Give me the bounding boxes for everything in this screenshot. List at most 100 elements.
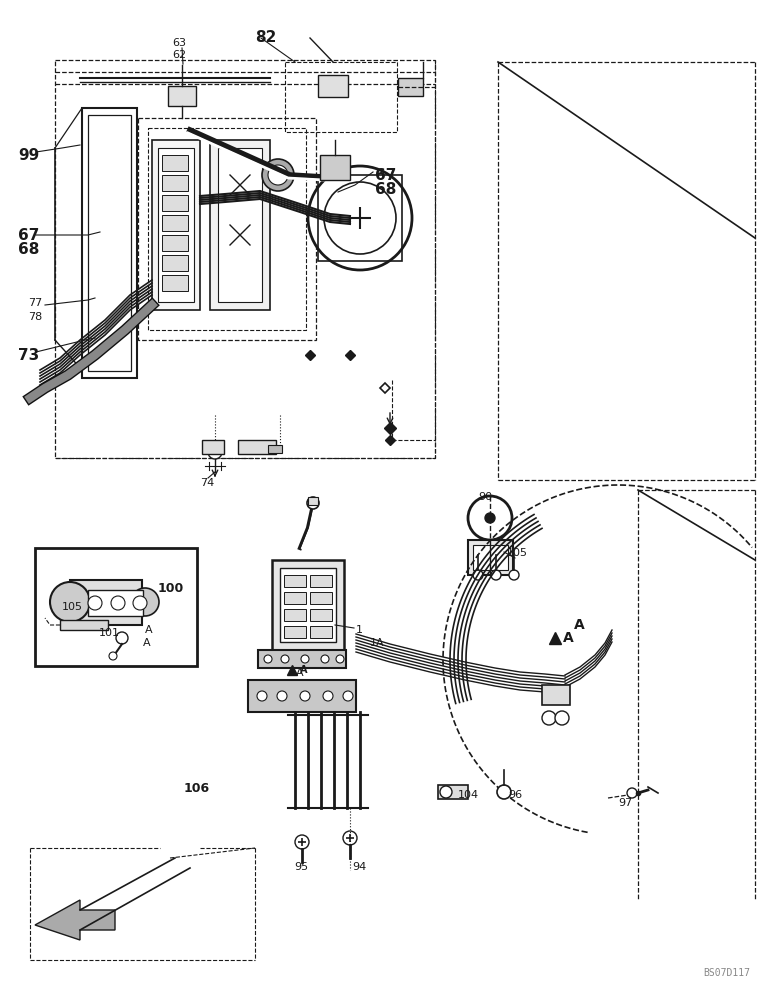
Text: A: A [563, 631, 574, 645]
Text: 106: 106 [184, 782, 210, 795]
Bar [238, 440, 276, 454]
Text: 94: 94 [352, 862, 366, 872]
Bar [88, 115, 131, 371]
Text: 78: 78 [28, 312, 42, 322]
Circle shape [301, 655, 309, 663]
Circle shape [257, 691, 267, 701]
Text: 90: 90 [478, 492, 492, 502]
Bar [162, 275, 188, 291]
Bar [70, 580, 142, 625]
Text: 67: 67 [375, 168, 397, 183]
Bar [318, 75, 348, 97]
Bar [55, 60, 435, 458]
Text: 100: 100 [158, 582, 184, 595]
Circle shape [277, 691, 287, 701]
Bar [248, 680, 356, 712]
Circle shape [88, 596, 102, 610]
Text: 63: 63 [172, 38, 186, 48]
Text: 105: 105 [507, 548, 528, 558]
Text: 95: 95 [294, 862, 308, 872]
Text: 68: 68 [18, 242, 40, 257]
Circle shape [131, 588, 159, 616]
Circle shape [308, 166, 412, 270]
Circle shape [542, 711, 556, 725]
Circle shape [300, 691, 310, 701]
Circle shape [321, 655, 329, 663]
Bar [310, 609, 332, 621]
Text: 62: 62 [172, 50, 186, 60]
Circle shape [116, 632, 128, 644]
Bar [284, 609, 306, 621]
Text: 67: 67 [18, 228, 40, 243]
Bar [162, 195, 188, 211]
Bar [162, 155, 188, 171]
Polygon shape [35, 900, 115, 940]
Bar [280, 568, 336, 642]
Bar [318, 175, 402, 261]
Circle shape [133, 596, 147, 610]
Text: A: A [145, 625, 153, 635]
Bar [202, 440, 224, 454]
Bar [162, 175, 188, 191]
Bar [308, 497, 318, 505]
Bar [285, 62, 397, 132]
Bar [82, 108, 137, 378]
Circle shape [473, 570, 483, 580]
Bar [272, 560, 344, 650]
Bar [310, 592, 332, 604]
Text: BS07D117: BS07D117 [703, 968, 750, 978]
Circle shape [627, 788, 637, 798]
Text: 104: 104 [458, 790, 479, 800]
Text: 105: 105 [62, 602, 83, 612]
Bar [162, 235, 188, 251]
Circle shape [111, 596, 125, 610]
Circle shape [323, 691, 333, 701]
Circle shape [491, 570, 501, 580]
Bar [88, 590, 143, 616]
Circle shape [343, 831, 357, 845]
Circle shape [262, 159, 294, 191]
Text: 77: 77 [28, 298, 42, 308]
Bar [60, 620, 108, 630]
Bar [35, 548, 197, 666]
Circle shape [264, 655, 272, 663]
Text: A: A [143, 638, 151, 648]
Bar [152, 140, 200, 310]
Bar [162, 255, 188, 271]
Bar [398, 78, 423, 96]
Bar [284, 575, 306, 587]
Circle shape [324, 182, 396, 254]
Bar [473, 545, 508, 570]
Circle shape [497, 785, 511, 799]
Text: 99: 99 [18, 148, 39, 163]
Bar [310, 575, 332, 587]
Bar [218, 148, 262, 302]
Text: 68: 68 [375, 182, 397, 197]
Circle shape [555, 711, 569, 725]
Circle shape [509, 570, 519, 580]
Circle shape [485, 513, 495, 523]
Text: 73: 73 [18, 348, 39, 363]
Text: 74: 74 [200, 478, 214, 488]
Text: 96: 96 [508, 790, 522, 800]
Circle shape [343, 691, 353, 701]
Circle shape [109, 652, 117, 660]
Text: 101: 101 [99, 628, 120, 638]
Bar [158, 148, 194, 302]
Text: A: A [574, 618, 584, 632]
Bar [320, 155, 350, 180]
Bar [168, 86, 196, 106]
Circle shape [50, 582, 90, 622]
Circle shape [468, 496, 512, 540]
Text: A: A [296, 668, 303, 678]
Bar [148, 128, 306, 330]
Bar [284, 592, 306, 604]
Circle shape [440, 786, 452, 798]
Bar [162, 215, 188, 231]
Text: A: A [300, 665, 307, 675]
Bar [438, 785, 468, 799]
Bar [468, 540, 513, 575]
Circle shape [268, 165, 288, 185]
Circle shape [208, 445, 222, 459]
Text: 82: 82 [255, 30, 277, 45]
